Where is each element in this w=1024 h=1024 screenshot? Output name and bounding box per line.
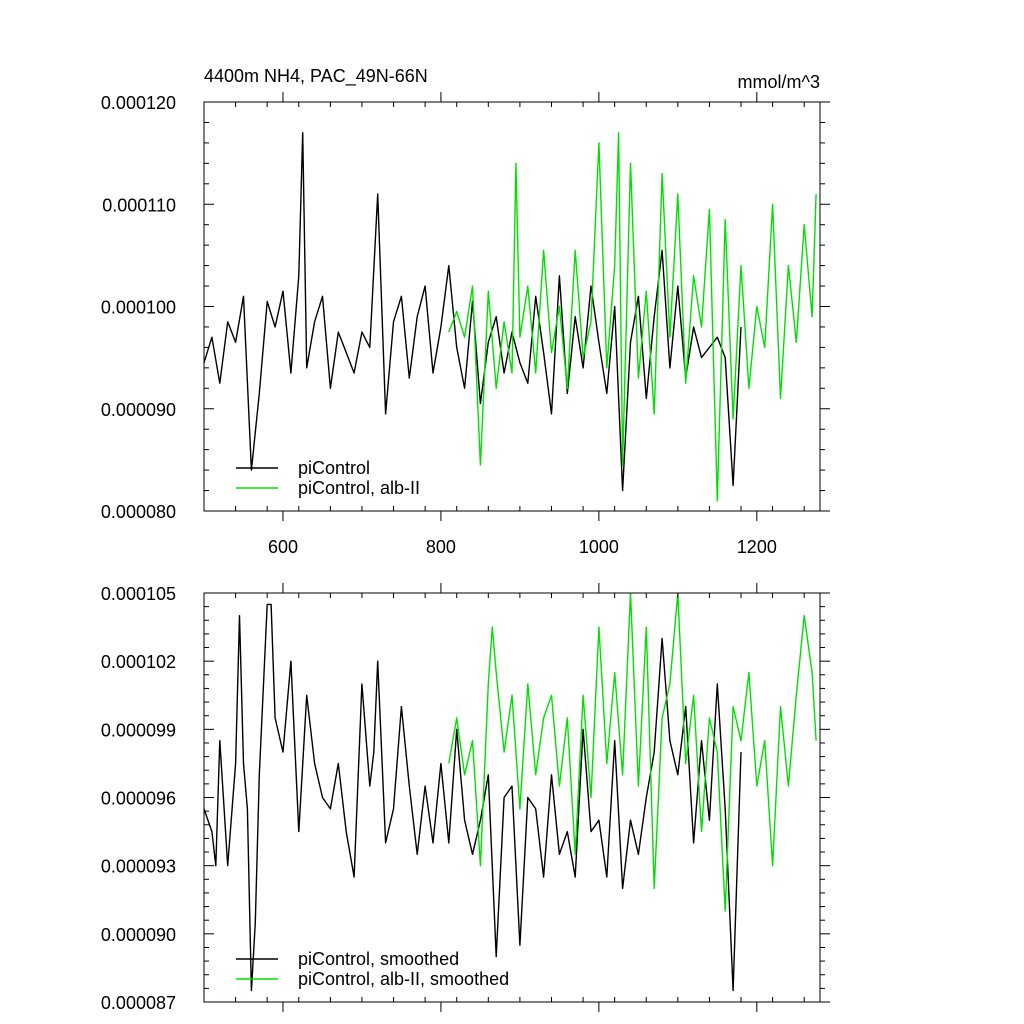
y-tick-label: 0.000102 (101, 652, 176, 672)
y-tick-label: 0.000110 (102, 195, 176, 215)
y-tick-label: 0.000099 (101, 720, 176, 740)
legend-label: piControl, alb-II, smoothed (298, 969, 509, 989)
y-tick-label: 0.000087 (101, 993, 176, 1013)
legend-label: piControl, alb-II (298, 478, 420, 498)
y-tick-label: 0.000093 (101, 857, 176, 877)
series-line-picontrol-smoothed (204, 603, 742, 992)
y-tick-label: 0.000120 (101, 93, 176, 113)
y-tick-label: 0.000105 (101, 584, 176, 604)
y-tick-label: 0.000090 (101, 400, 176, 420)
series-line-picontrol (204, 132, 742, 492)
y-tick-label: 0.000100 (101, 298, 176, 318)
x-tick-label: 1000 (579, 537, 619, 557)
series-line-alb-ii (448, 132, 817, 502)
panel-1 (203, 92, 830, 521)
y-tick-label: 0.000080 (101, 502, 176, 522)
x-tick-label: 1200 (737, 537, 777, 557)
legend-label: piControl (298, 458, 370, 478)
panel-2 (203, 583, 830, 1012)
x-tick-label: 600 (268, 537, 298, 557)
units-label: mmol/m^3 (738, 72, 820, 92)
y-tick-label: 0.000096 (101, 789, 176, 809)
y-tick-label: 0.000090 (101, 925, 176, 945)
legend-label: piControl, smoothed (298, 949, 459, 969)
x-tick-label: 800 (426, 537, 456, 557)
chart-title: 4400m NH4, PAC_49N-66N (204, 66, 428, 87)
series-line-alb-ii-smoothed (448, 593, 817, 912)
